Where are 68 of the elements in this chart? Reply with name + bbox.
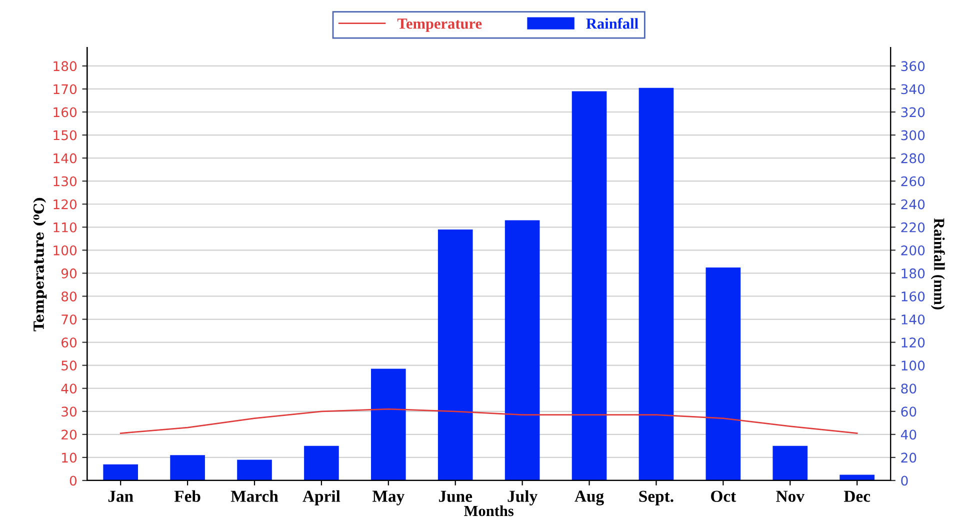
x-tick-label: June xyxy=(438,490,472,502)
y2-tick-label: 180 xyxy=(902,268,925,278)
y-tick-label: 50 xyxy=(62,360,77,371)
y-tick-label: 120 xyxy=(54,199,77,210)
y-tick-label: 170 xyxy=(54,84,77,94)
x-tick-label: Sept. xyxy=(639,490,674,506)
x-tick-label: Oct xyxy=(711,490,736,502)
y-tick-label: 70 xyxy=(62,314,77,324)
y2-tick-label: 120 xyxy=(902,338,925,348)
x-tick-label: Nov xyxy=(776,490,804,502)
x-tick-label: Dec xyxy=(844,490,870,502)
y-axis-title: Temperature (⁰C) xyxy=(33,198,47,332)
y2-tick-label: 280 xyxy=(901,153,925,164)
bar xyxy=(103,464,138,480)
y-tick-label: 100 xyxy=(54,245,77,256)
x-tick-label: Feb xyxy=(174,490,200,502)
bar xyxy=(572,91,607,480)
y2-tick-label: 200 xyxy=(901,245,925,256)
y-tick-label: 40 xyxy=(61,384,77,394)
bar xyxy=(772,446,808,480)
y2-tick-label: 60 xyxy=(901,406,916,417)
bar xyxy=(304,446,339,480)
y-tick-label: 80 xyxy=(62,291,77,302)
y2-tick-label: 320 xyxy=(901,107,925,118)
y2-tick-label: 80 xyxy=(901,384,916,394)
line-series xyxy=(120,408,858,434)
y2-tick-label: 0 xyxy=(901,476,908,486)
x-tick-label: May xyxy=(372,490,404,506)
x-tick-label: March xyxy=(230,490,278,502)
y2-tick-label: 160 xyxy=(902,291,925,302)
y-tick-label: 160 xyxy=(54,107,77,118)
y2-tick-label: 20 xyxy=(901,452,916,463)
y-tick-label: 140 xyxy=(54,153,77,164)
y2-tick-label: 360 xyxy=(901,61,925,72)
y-tick-label: 110 xyxy=(54,222,77,232)
x-axis-title: Months xyxy=(464,505,514,516)
bar xyxy=(706,267,741,480)
legend-label: Rainfall xyxy=(586,18,638,29)
y-tick-label: 0 xyxy=(70,476,77,486)
y-tick-label: 130 xyxy=(54,176,77,186)
bar xyxy=(170,455,205,480)
legend-label: Temperature xyxy=(397,18,482,32)
bar xyxy=(438,229,473,480)
y2-tick-label: 240 xyxy=(901,199,925,210)
y-tick-label: 30 xyxy=(62,406,77,417)
y-tick-label: 60 xyxy=(62,338,77,348)
x-tick-label: April xyxy=(302,490,340,506)
y-tick-label: 180 xyxy=(54,61,77,72)
y-tick-label: 20 xyxy=(62,430,77,440)
y2-tick-label: 220 xyxy=(901,222,925,232)
y2-tick-label: 260 xyxy=(901,176,925,186)
x-tick-label: Jan xyxy=(108,490,134,502)
y2-tick-label: 100 xyxy=(902,360,925,371)
y-tick-label: 150 xyxy=(54,130,77,140)
y2-tick-label: 140 xyxy=(902,314,925,324)
y-tick-label: 90 xyxy=(61,268,77,278)
x-tick-label: July xyxy=(508,490,538,506)
bar xyxy=(638,88,674,480)
y2-tick-label: 340 xyxy=(901,84,925,94)
x-tick-label: Aug xyxy=(574,490,604,506)
y2-tick-label: 300 xyxy=(901,130,925,140)
y2-tick-label: 40 xyxy=(900,430,916,440)
y-tick-label: 10 xyxy=(62,452,77,463)
bar xyxy=(371,368,406,480)
y2-axis-title: Rainfall (mm) xyxy=(930,218,945,310)
bar xyxy=(840,474,874,480)
bar xyxy=(504,220,540,480)
bar xyxy=(237,460,272,480)
